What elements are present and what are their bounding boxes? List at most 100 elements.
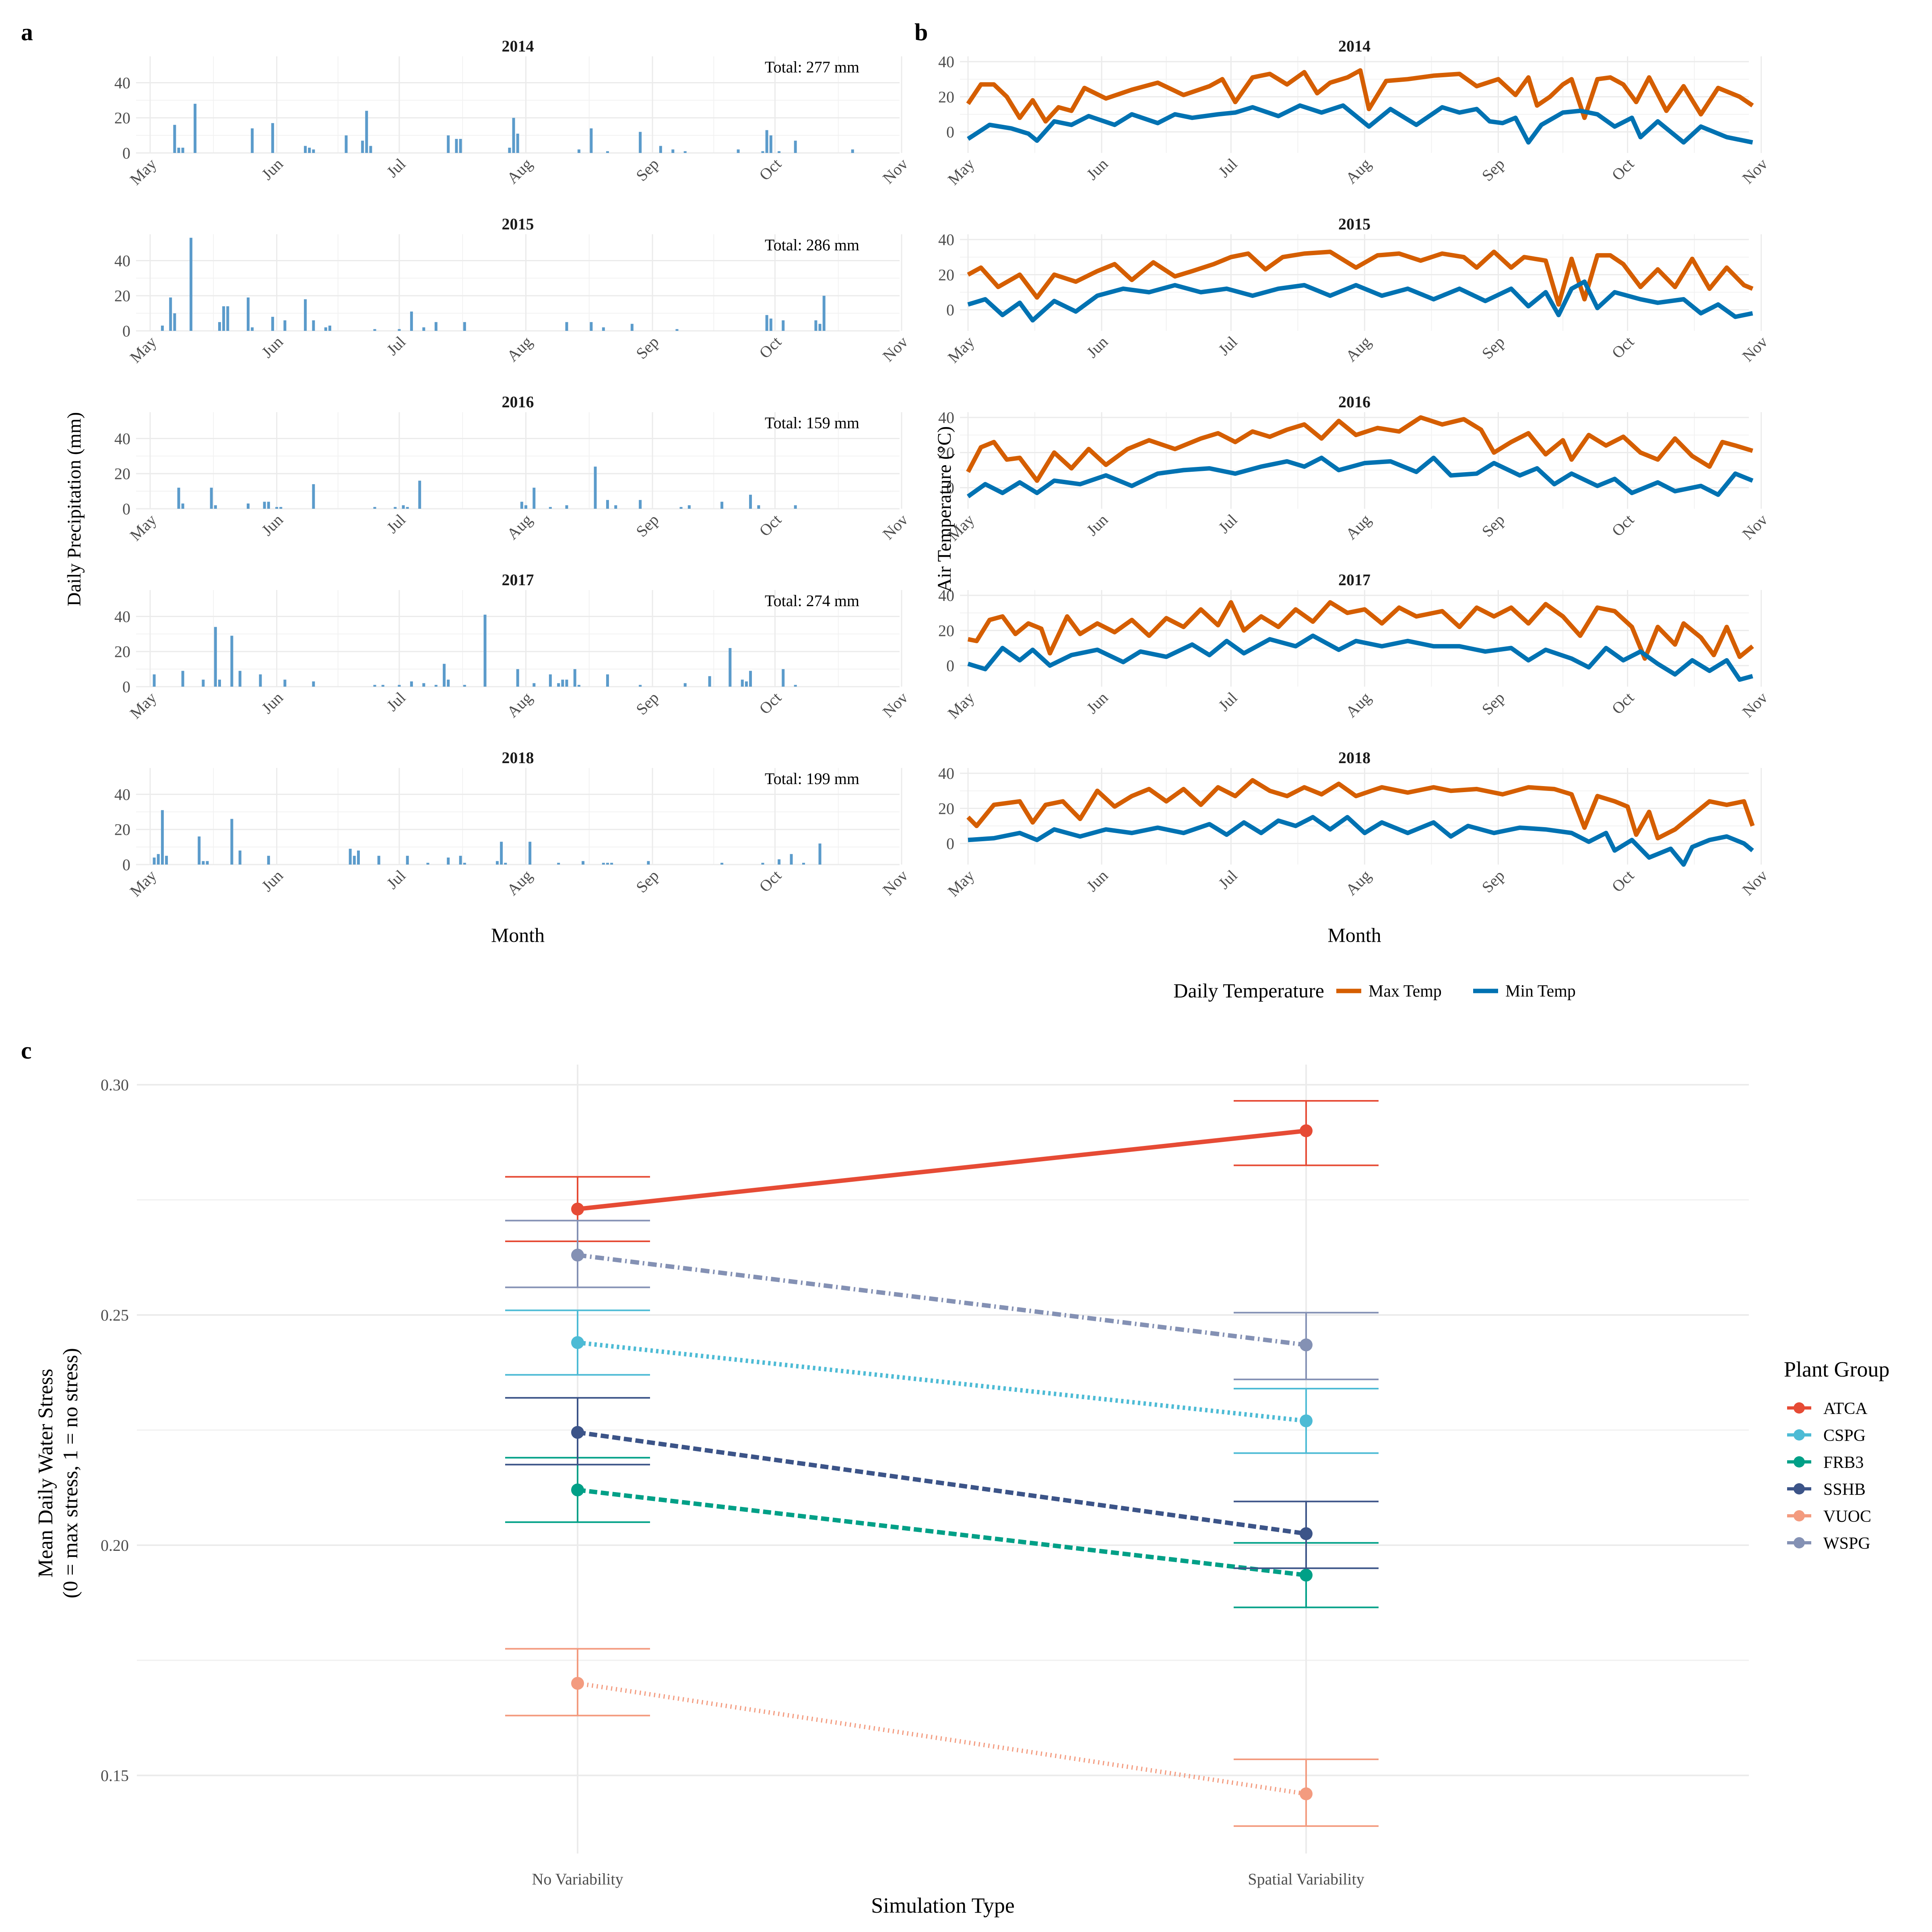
precip-bar [283, 320, 287, 331]
precip-bar [757, 505, 760, 509]
precip-bar [647, 861, 650, 865]
y-tick-label: 20 [114, 821, 130, 839]
precip-bar [365, 111, 368, 153]
y-tick-label: 20 [938, 621, 954, 640]
legend-label-atca: ATCA [1823, 1399, 1868, 1418]
precip-bar [230, 636, 233, 687]
precip-bar [214, 505, 217, 509]
precip-bar [573, 669, 576, 687]
precip-bar [459, 856, 462, 865]
legend-marker-cspg [1794, 1429, 1805, 1441]
min-temp-line [967, 634, 1753, 682]
precip-bar [206, 861, 209, 865]
series-wspg [505, 1220, 1379, 1381]
series-line [577, 1340, 1307, 1423]
precip-bar [173, 125, 176, 153]
precip-bar [263, 502, 266, 509]
precip-bar [455, 139, 458, 153]
precip-bar [373, 685, 376, 687]
x-tick-label: Spatial Variability [1248, 1870, 1364, 1888]
total-label: Total: 277 mm [765, 58, 859, 76]
y-tick-label: 0.30 [101, 1076, 129, 1094]
series-point [1300, 1414, 1313, 1428]
precip-bar [533, 683, 536, 687]
precip-bar [683, 683, 687, 687]
legend-marker-wspg [1794, 1537, 1805, 1548]
precip-bar [161, 325, 164, 331]
precip-bar [222, 306, 225, 331]
precip-bar [304, 299, 307, 331]
precip-bar [606, 674, 609, 687]
precip-bar [602, 863, 605, 865]
y-tick-label: 0 [946, 479, 954, 497]
precip-bar [549, 674, 552, 687]
precip-bar [639, 685, 642, 687]
precip-bar [818, 324, 822, 331]
precip-bar [369, 146, 372, 153]
precip-bar [594, 466, 597, 509]
y-tick-label: 20 [114, 643, 130, 661]
precip-bar [238, 671, 242, 687]
precip-bar [671, 149, 675, 153]
min-temp-line [967, 279, 1753, 323]
series-point [1300, 1787, 1313, 1800]
precip-bar [577, 685, 580, 687]
facet-title: 2017 [1338, 571, 1371, 589]
precip-bar [590, 128, 593, 153]
precip-bar [210, 487, 213, 509]
precip-bar [202, 861, 205, 865]
precip-bar [782, 320, 785, 331]
precip-bar [495, 861, 499, 865]
y-tick-label: 20 [114, 109, 130, 127]
precip-bar [373, 507, 376, 509]
legend-label-wspg: WSPG [1823, 1534, 1870, 1553]
legend-marker-sshb [1794, 1483, 1805, 1494]
precip-bar [345, 135, 348, 153]
y-tick-label: 20 [938, 799, 954, 817]
precip-bar [582, 861, 585, 865]
precip-bar [606, 863, 609, 865]
precip-bar [173, 313, 176, 331]
precip-bar [398, 685, 401, 687]
y-tick-label: 40 [114, 785, 130, 803]
precip-bar [230, 819, 233, 865]
precip-bar [512, 118, 515, 153]
legend-title: Daily Temperature [1173, 979, 1324, 1002]
precip-bar [398, 329, 401, 331]
y-tick-label: 20 [938, 444, 954, 462]
legend-marker-atca [1794, 1402, 1805, 1414]
precip-bar [500, 842, 503, 865]
precip-bar [377, 856, 380, 865]
precip-bar [198, 836, 201, 865]
precip-bar [602, 327, 605, 331]
series-point [1300, 1569, 1313, 1582]
precip-bar [251, 327, 254, 331]
series-point [571, 1202, 584, 1216]
precip-bar [169, 297, 172, 331]
series-point [1300, 1338, 1313, 1352]
precip-bar [533, 487, 536, 509]
legend-label-vuoc: VUOC [1823, 1507, 1871, 1526]
legend-label-min-temp: Min Temp [1505, 982, 1576, 1001]
y-axis-title-line-1: Mean Daily Water Stress [34, 1368, 57, 1577]
series-atca [505, 1100, 1379, 1242]
max-temp-line [966, 415, 1753, 483]
precip-bar [561, 679, 564, 687]
facet-title: 2018 [1338, 749, 1371, 767]
precip-bar [769, 318, 772, 331]
y-tick-label: 40 [114, 74, 130, 92]
y-tick-label: 0 [946, 123, 954, 141]
precip-bar [312, 149, 315, 153]
precip-bar [606, 500, 609, 509]
legend-marker-frb3 [1794, 1456, 1805, 1468]
precip-bar [687, 505, 691, 509]
facet-title: 2016 [502, 393, 534, 411]
precip-bar [675, 329, 679, 331]
precip-bar [357, 850, 360, 865]
precip-bar [606, 151, 609, 153]
precip-bar [851, 149, 854, 153]
facet-title: 2016 [1338, 393, 1371, 411]
panel-label-b: b [914, 19, 928, 45]
